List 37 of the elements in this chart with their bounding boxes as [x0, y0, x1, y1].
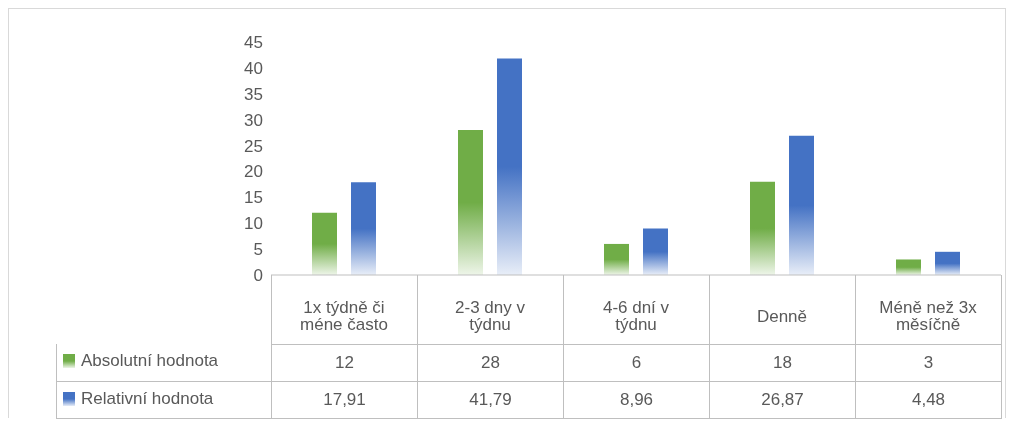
x-tick-label: 4-6 dní v týdnu	[602, 298, 670, 335]
data-label: 26,87	[709, 381, 856, 418]
x-tick-label: 2-3 dny v týdnu	[455, 298, 526, 335]
y-tick-label: 25	[244, 136, 263, 156]
y-tick-label: 35	[244, 84, 263, 104]
y-tick-label: 40	[244, 58, 263, 78]
y-tick-label: 20	[244, 162, 263, 182]
data-label: 28	[417, 344, 564, 381]
data-label: 18	[709, 344, 856, 381]
legend-label: Absolutní hodnota	[81, 351, 219, 372]
legend-label: Relativní hodnota	[81, 388, 214, 409]
bar	[935, 251, 960, 275]
y-tick-label: 0	[253, 266, 263, 286]
y-tick-label: 10	[244, 214, 263, 234]
data-label: 3	[855, 344, 1002, 381]
data-label: 6	[563, 344, 710, 381]
x-tick-label: Denně	[756, 306, 808, 326]
y-tick-label: 5	[253, 240, 263, 260]
x-tick-label: Méně než 3x měsíčně	[879, 298, 978, 335]
data-label: 17,91	[271, 381, 418, 418]
data-label: 4,48	[855, 381, 1002, 418]
data-label: 8,96	[563, 381, 710, 418]
bar	[643, 228, 668, 275]
bar	[458, 130, 483, 275]
bar	[497, 58, 522, 275]
bar	[351, 182, 376, 275]
bar	[896, 259, 921, 275]
y-tick-label: 30	[244, 110, 263, 130]
bar	[750, 181, 775, 275]
bar	[604, 243, 629, 275]
data-label: 41,79	[417, 381, 564, 418]
x-tick-label: 1x týdně či méne často	[300, 298, 388, 335]
y-tick-label: 15	[244, 188, 263, 208]
y-tick-label: 45	[244, 33, 263, 53]
bar	[789, 135, 814, 275]
bar	[312, 212, 337, 275]
data-label: 12	[271, 344, 418, 381]
